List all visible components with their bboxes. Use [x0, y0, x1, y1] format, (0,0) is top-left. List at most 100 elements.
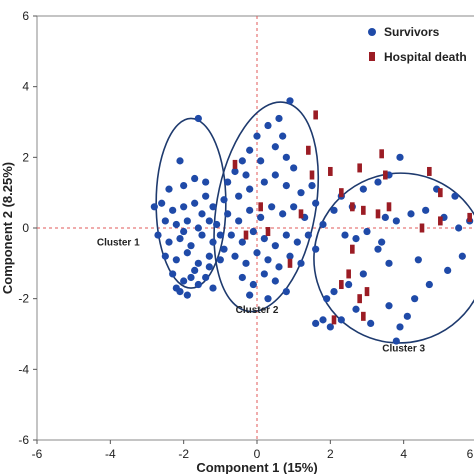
survivors-point — [213, 220, 221, 229]
survivors-point — [246, 206, 254, 214]
survivors-point — [209, 238, 217, 246]
hospital-death-point — [357, 163, 362, 173]
survivors-point — [345, 280, 353, 289]
survivors-point — [297, 189, 305, 197]
survivors-point — [246, 291, 254, 299]
hospital-death-point — [427, 166, 432, 176]
survivors-point — [194, 114, 202, 123]
survivors-point — [407, 210, 415, 218]
survivors-point — [304, 231, 312, 239]
survivors-point — [458, 252, 466, 260]
survivors-point — [396, 323, 404, 331]
survivors-point — [172, 220, 180, 229]
y-tick-label: -4 — [18, 362, 29, 376]
survivors-point — [337, 316, 345, 324]
hospital-death-point — [265, 227, 271, 237]
survivors-point — [161, 217, 169, 225]
survivors-point — [319, 220, 327, 229]
survivors-point — [341, 231, 349, 239]
survivors-point — [385, 259, 393, 267]
survivors-point — [275, 114, 283, 123]
survivors-point — [180, 203, 188, 211]
hospital-death-point — [287, 258, 293, 268]
cluster-ellipses — [155, 101, 474, 344]
survivors-point — [209, 203, 217, 211]
survivors-point — [396, 153, 404, 161]
x-tick-label: 6 — [467, 447, 474, 461]
x-tick-label: 2 — [327, 447, 334, 461]
survivors-point — [194, 224, 202, 232]
x-tick-label: -4 — [105, 447, 116, 461]
survivors-point — [374, 245, 382, 253]
survivors-point — [169, 270, 177, 278]
survivors-point — [455, 224, 463, 232]
hospital-death-point — [361, 311, 366, 321]
survivors-point — [279, 132, 287, 140]
survivors-point — [235, 217, 243, 225]
survivors-point — [260, 178, 268, 186]
survivors-point — [198, 231, 206, 239]
hospital-death-point — [243, 230, 249, 240]
hospital-death-point — [379, 149, 384, 159]
survivors-point — [205, 263, 213, 271]
cluster-ellipse — [213, 101, 320, 313]
survivors-point — [180, 277, 188, 285]
survivors-point — [161, 252, 169, 260]
survivors-point — [286, 252, 294, 260]
x-tick-label: -6 — [32, 447, 43, 461]
data-points — [150, 97, 474, 345]
survivors-point — [205, 252, 213, 260]
survivors-point — [202, 178, 210, 186]
x-tick-label: 4 — [400, 447, 407, 461]
survivors-point — [260, 270, 268, 278]
survivors-point — [202, 192, 210, 200]
survivors-point — [290, 164, 298, 172]
survivors-point — [352, 305, 360, 313]
survivors-point — [403, 312, 411, 320]
cluster-label: Cluster 2 — [236, 305, 279, 316]
survivors-point — [363, 227, 371, 236]
survivors-point — [246, 185, 254, 193]
survivors-point — [264, 256, 272, 264]
survivors-point — [312, 245, 320, 253]
survivors-point — [246, 146, 254, 154]
survivors-point — [238, 157, 246, 165]
survivors-point — [216, 231, 224, 239]
survivors-point — [253, 249, 261, 257]
hospital-death-point — [328, 166, 333, 176]
survivors-point — [249, 227, 257, 236]
cluster-ellipse — [313, 172, 474, 344]
survivors-point — [191, 174, 199, 183]
survivors-point — [330, 288, 338, 296]
legend: Survivors Hospital death — [368, 25, 467, 64]
survivors-point — [176, 288, 184, 296]
survivors-point — [231, 167, 239, 176]
hospital-death-point — [258, 202, 263, 212]
survivors-point — [257, 213, 265, 221]
survivors-point — [183, 249, 191, 257]
hospital-death-point — [467, 212, 472, 222]
survivors-point — [216, 256, 224, 264]
cluster-label: Cluster 3 — [382, 344, 425, 355]
survivors-point — [425, 280, 433, 289]
survivors-point — [319, 316, 327, 324]
survivors-point — [271, 143, 279, 151]
survivors-point — [220, 245, 228, 253]
y-tick-label: 6 — [22, 9, 29, 23]
survivors-point — [282, 182, 290, 190]
survivors-point — [260, 235, 268, 243]
y-tick-label: 0 — [22, 221, 29, 235]
cluster-ellipse — [155, 117, 227, 289]
survivors-point — [165, 185, 173, 193]
survivors-point — [249, 280, 257, 289]
survivors-point — [392, 337, 400, 345]
cluster-labels: Cluster 1 Cluster 2 Cluster 3 — [97, 238, 426, 355]
hospital-death-point — [361, 205, 366, 215]
survivors-point — [290, 203, 298, 211]
survivors-point — [176, 235, 184, 243]
survivors-point — [202, 273, 210, 282]
survivors-point — [180, 182, 188, 190]
hospital-death-point — [386, 202, 392, 212]
survivors-point — [187, 273, 195, 282]
survivors-point — [286, 97, 294, 105]
